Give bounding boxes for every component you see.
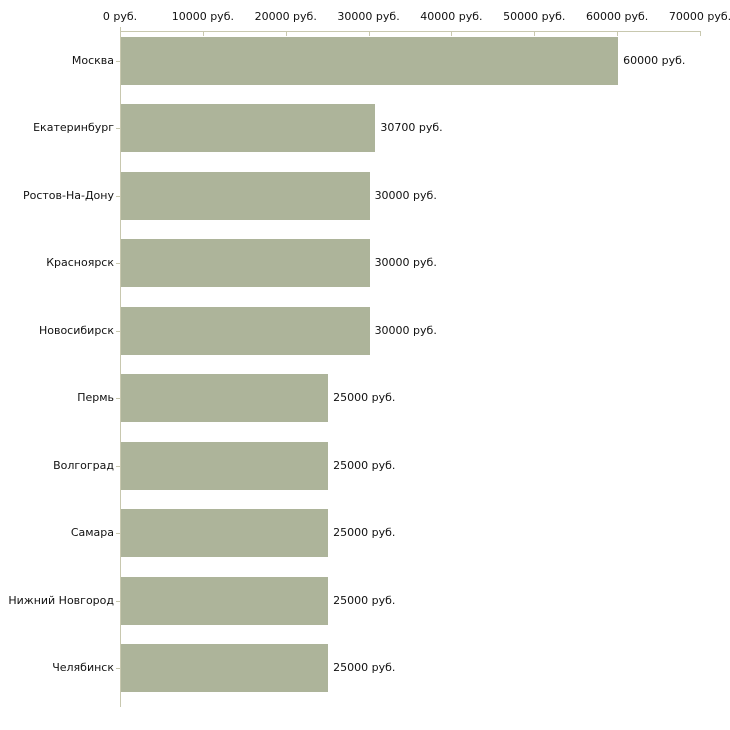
y-axis-tick-mark [116, 398, 120, 399]
y-axis-tick-mark [116, 330, 120, 332]
category-label: Нижний Новгород [8, 593, 114, 607]
x-axis-tick-label: 70000 руб. [668, 10, 730, 23]
x-axis-tick-label: 0 руб. [102, 10, 138, 23]
y-axis-tick-mark [116, 533, 120, 534]
value-label: 30700 руб. [380, 121, 443, 134]
category-label: Москва [71, 53, 114, 67]
y-axis-tick-mark [116, 668, 120, 669]
bar [121, 441, 329, 490]
x-axis-tick-mark [368, 31, 370, 36]
category-label: Ростов-На-Дону [22, 188, 114, 202]
x-axis-tick-mark [617, 31, 619, 36]
y-axis-tick-mark [116, 195, 120, 197]
bar [121, 36, 619, 85]
value-label: 25000 руб. [333, 526, 396, 539]
value-label: 30000 руб. [374, 256, 437, 269]
y-axis-tick-mark [116, 465, 120, 467]
x-axis-tick-label: 40000 руб. [420, 10, 483, 23]
value-label: 25000 руб. [333, 458, 396, 472]
bar [121, 509, 329, 557]
x-axis-tick-label: 30000 руб. [337, 10, 400, 23]
y-axis-tick-mark [116, 600, 120, 602]
value-label: 30000 руб. [374, 188, 437, 202]
bar [121, 644, 329, 692]
value-label: 25000 руб. [333, 593, 396, 607]
bar [121, 374, 329, 422]
y-axis-tick-mark [116, 263, 120, 264]
x-axis-line [120, 31, 700, 32]
x-axis-tick-label: 60000 руб. [586, 10, 649, 23]
x-axis-tick-mark [202, 31, 204, 36]
x-axis-tick-mark [451, 31, 453, 36]
category-label: Красноярск [46, 256, 114, 269]
x-axis-tick-label: 20000 руб. [254, 10, 317, 23]
y-axis-tick-mark [116, 128, 120, 129]
value-label: 60000 руб. [623, 53, 686, 67]
x-axis-tick-mark [120, 31, 121, 36]
x-axis-tick-mark [285, 31, 287, 36]
bar [121, 576, 329, 625]
y-axis-tick-mark [116, 60, 120, 62]
x-axis-tick-mark [700, 31, 701, 36]
x-axis-tick-label: 50000 руб. [503, 10, 566, 23]
value-label: 30000 руб. [374, 323, 437, 337]
category-label: Самара [70, 526, 114, 539]
y-axis-line [120, 27, 121, 707]
category-label: Екатеринбург [33, 121, 114, 134]
value-label: 25000 руб. [333, 661, 396, 674]
bar [121, 306, 370, 355]
x-axis-tick-label: 10000 руб. [171, 10, 234, 23]
category-label: Волгоград [53, 458, 114, 472]
x-axis-tick-mark [534, 31, 536, 36]
category-label: Новосибирск [38, 323, 114, 337]
category-label: Челябинск [52, 661, 114, 674]
value-label: 25000 руб. [333, 391, 396, 404]
bar [121, 239, 370, 287]
bar [121, 104, 376, 152]
bar [121, 171, 370, 220]
category-label: Пермь [77, 391, 114, 404]
